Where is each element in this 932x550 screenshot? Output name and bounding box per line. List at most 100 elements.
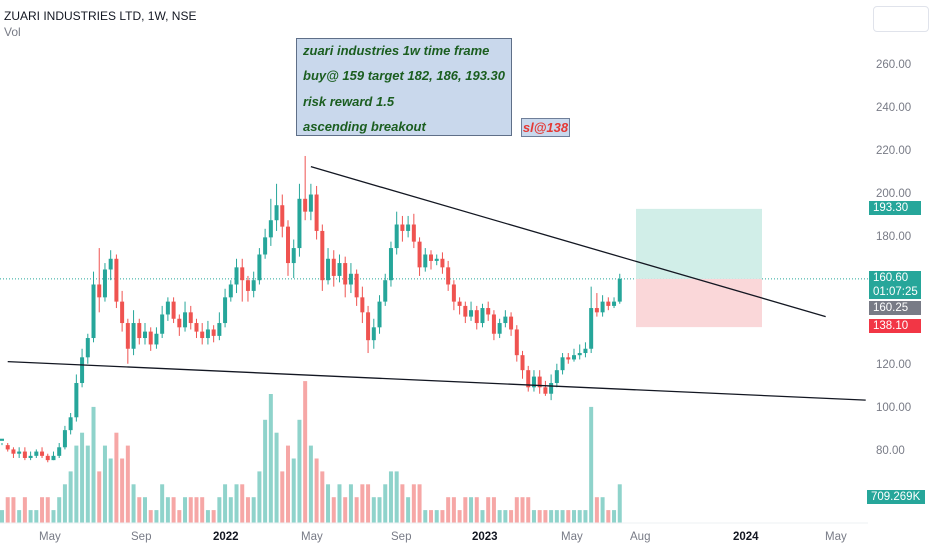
volume-bar <box>114 432 119 523</box>
volume-bar <box>183 497 188 523</box>
price-tick: 180.00 <box>876 231 912 243</box>
analysis-note[interactable]: zuari industries 1w time frame buy@ 159 … <box>296 38 512 136</box>
symbol-title[interactable]: ZUARI INDUSTRIES LTD, 1W, NSE <box>4 9 197 23</box>
time-tick: May <box>39 531 61 543</box>
volume-bar <box>326 484 331 523</box>
candle <box>366 305 371 354</box>
note-line: ascending breakout <box>303 119 426 134</box>
volume-bar <box>268 394 273 523</box>
volume-bar <box>240 484 245 523</box>
candles <box>0 155 622 463</box>
volume-bar <box>348 484 353 523</box>
time-tick: Sep <box>391 531 412 543</box>
candle <box>97 248 102 313</box>
volume-bar <box>514 497 519 523</box>
candle <box>314 185 319 240</box>
candle <box>102 263 107 302</box>
volume-bar <box>5 497 10 523</box>
candle <box>137 318 142 345</box>
volume-bar <box>480 510 485 523</box>
candle <box>228 280 233 302</box>
candle <box>34 449 39 458</box>
time-tick: 2024 <box>733 531 759 543</box>
candle <box>217 312 222 341</box>
volume-bar <box>22 497 27 523</box>
price-tick: 80.00 <box>876 445 905 457</box>
volume-bar <box>503 510 508 523</box>
candle <box>251 271 256 298</box>
candle <box>577 344 582 360</box>
candle <box>0 438 4 446</box>
candle <box>28 451 33 461</box>
candle <box>148 327 153 351</box>
volume-bar <box>383 484 388 523</box>
candle <box>297 183 302 257</box>
time-tick: May <box>301 531 323 543</box>
volume-bar <box>143 497 147 523</box>
candle <box>17 447 22 458</box>
candle <box>160 305 165 339</box>
prev-close-tag: 160.25 <box>869 301 921 315</box>
volume-bar <box>388 471 393 523</box>
volume-bar <box>612 510 617 523</box>
volume-bar <box>211 510 216 523</box>
volume-bar <box>474 497 479 523</box>
volume-bar <box>11 497 16 523</box>
volume-bar <box>554 510 559 523</box>
volume-bar <box>366 484 371 523</box>
candle <box>354 269 359 306</box>
candle <box>429 250 433 270</box>
candle <box>406 215 411 238</box>
volume-bar <box>600 497 605 523</box>
candle <box>377 295 382 334</box>
candle <box>337 254 342 283</box>
candle <box>531 370 536 392</box>
volume-bar <box>137 497 142 523</box>
volume-bar <box>434 510 439 523</box>
candle <box>120 290 125 332</box>
volume-bar <box>583 510 588 523</box>
candle <box>371 318 376 349</box>
candle <box>434 254 439 266</box>
volume-bar <box>17 510 22 523</box>
volume-bar <box>320 471 325 523</box>
volume-bar <box>274 432 279 523</box>
volume-bar <box>429 510 433 523</box>
candle <box>417 237 422 276</box>
chart-control-button[interactable] <box>873 6 929 32</box>
candle <box>280 194 285 238</box>
volume-bar <box>543 510 548 523</box>
volume-bar <box>520 497 525 523</box>
candle <box>497 318 502 339</box>
volume-bar <box>549 510 554 523</box>
volume-bar <box>577 510 582 523</box>
stop-loss-note[interactable]: sl@138 <box>521 118 570 137</box>
candle <box>263 228 268 259</box>
candle <box>617 273 622 304</box>
volume-bar <box>217 497 222 523</box>
volume-bar <box>526 497 531 523</box>
candle <box>245 275 250 302</box>
volume-bar <box>469 497 474 523</box>
time-tick: May <box>825 531 847 543</box>
candle <box>308 183 313 221</box>
candle <box>62 425 67 450</box>
volume-indicator-label[interactable]: Vol <box>4 25 21 39</box>
volume-bar <box>177 510 182 523</box>
candle <box>457 297 462 315</box>
volume-bar <box>308 445 313 523</box>
volume-bar <box>91 406 96 523</box>
candle <box>22 447 27 461</box>
candle <box>509 312 514 336</box>
volume-bar <box>68 471 73 523</box>
price-tick: 200.00 <box>876 188 912 200</box>
candle <box>400 215 405 242</box>
volume-bar <box>28 510 33 523</box>
price-tick: 240.00 <box>876 102 912 114</box>
volume-bar <box>125 445 130 523</box>
candle <box>80 348 85 388</box>
target-zone <box>636 208 762 279</box>
candle <box>486 301 491 321</box>
candle <box>549 374 554 401</box>
